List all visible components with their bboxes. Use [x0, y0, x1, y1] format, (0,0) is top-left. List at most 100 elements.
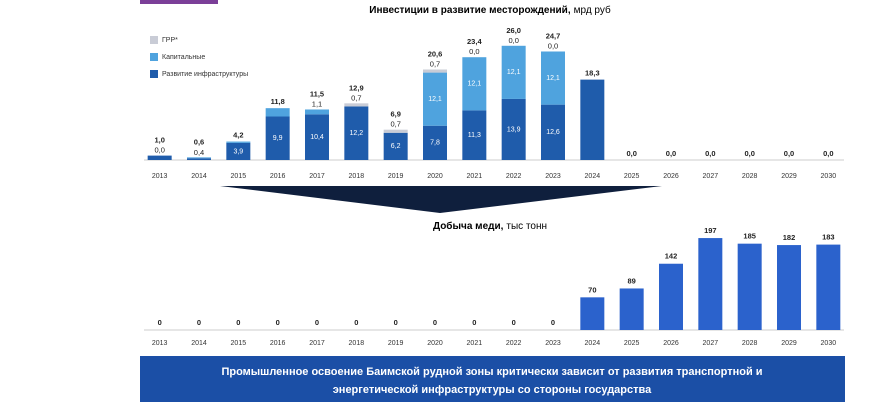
x-tick-label: 2017 — [309, 340, 325, 347]
value-label: 142 — [665, 252, 678, 261]
segment-label: 12,1 — [546, 75, 560, 82]
banner-line: энергетической инфраструктуры со стороны… — [333, 384, 652, 396]
x-tick-label: 2022 — [506, 340, 522, 347]
legend-swatch — [150, 36, 158, 44]
segment-label: 12,1 — [468, 81, 482, 88]
title-main: Добыча меди, — [433, 220, 504, 232]
segment-label: 0,0 — [154, 146, 164, 155]
bar — [580, 297, 605, 330]
x-tick-label: 2017 — [309, 173, 325, 180]
bar-segment — [383, 132, 408, 160]
bar-segment — [344, 106, 369, 160]
value-label: 182 — [783, 233, 796, 242]
total-label: 0,0 — [744, 149, 754, 158]
accent-bar — [140, 0, 218, 4]
total-label: 4,2 — [233, 131, 243, 140]
bar — [737, 243, 762, 330]
x-tick-label: 2024 — [585, 340, 601, 347]
value-label: 183 — [822, 233, 835, 242]
bar-segment — [265, 116, 290, 160]
value-label: 197 — [704, 226, 717, 235]
arrow — [220, 186, 662, 213]
bar-segment — [541, 104, 565, 160]
x-tick-label: 2020 — [427, 340, 443, 347]
bar — [777, 245, 801, 330]
bar-segment — [344, 103, 369, 107]
title-main: Инвестиции в развитие месторождений, — [369, 5, 571, 16]
total-label: 1,0 — [154, 136, 164, 145]
segment-label: 13,9 — [507, 126, 521, 133]
x-tick-label: 2018 — [349, 173, 365, 180]
segment-label: 12,1 — [428, 96, 442, 103]
bar-segment — [226, 142, 251, 160]
bar-segment — [462, 110, 487, 160]
segment-label: 0,7 — [430, 59, 440, 68]
bar — [698, 238, 723, 330]
x-tick-label: 2026 — [663, 173, 679, 180]
total-label: 26,0 — [506, 26, 521, 35]
bar-segment — [462, 57, 487, 111]
segment-label: 6,2 — [391, 143, 401, 150]
x-tick-label: 2030 — [821, 173, 837, 180]
total-label: 0,6 — [194, 137, 204, 146]
segment-label: 3,9 — [233, 148, 243, 155]
segment-label: 12,2 — [350, 130, 364, 137]
value-label: 0 — [433, 318, 437, 327]
x-tick-label: 2015 — [231, 340, 247, 347]
value-label: 185 — [743, 232, 756, 241]
x-tick-label: 2028 — [742, 173, 758, 180]
x-tick-label: 2027 — [703, 340, 719, 347]
value-label: 0 — [472, 318, 476, 327]
bar-segment — [423, 72, 447, 126]
segment-label: 0,4 — [194, 148, 204, 157]
value-label: 0 — [276, 318, 280, 327]
total-label: 23,4 — [467, 37, 482, 46]
legend-label: Развитие инфраструктуры — [162, 71, 248, 78]
x-tick-label: 2029 — [781, 340, 797, 347]
x-tick-label: 2026 — [663, 340, 679, 347]
x-tick-label: 2023 — [545, 340, 561, 347]
value-label: 89 — [627, 276, 635, 285]
bar-segment — [383, 129, 408, 133]
x-tick-label: 2027 — [703, 173, 719, 180]
x-tick-label: 2019 — [388, 173, 404, 180]
bar-segment — [423, 69, 447, 73]
x-tick-label: 2013 — [152, 340, 168, 347]
value-label: 0 — [551, 318, 555, 327]
x-tick-label: 2028 — [742, 340, 758, 347]
segment-label: 0,0 — [469, 47, 479, 56]
segment-label: 12,1 — [507, 69, 521, 76]
x-tick-label: 2021 — [467, 340, 483, 347]
x-tick-label: 2016 — [270, 173, 286, 180]
value-label: 0 — [394, 318, 398, 327]
segment-label: 0,7 — [351, 93, 361, 102]
total-label: 0,0 — [823, 149, 833, 158]
x-tick-label: 2025 — [624, 340, 640, 347]
total-label: 0,0 — [784, 149, 794, 158]
legend-swatch — [150, 53, 158, 61]
value-label: 70 — [588, 285, 596, 294]
title-units: мрд руб — [574, 4, 611, 16]
total-label: 0,0 — [705, 149, 715, 158]
segment-label: 10,4 — [310, 134, 324, 141]
bar-segment — [501, 98, 526, 160]
x-tick-label: 2016 — [270, 340, 286, 347]
total-label: 11,8 — [271, 97, 285, 106]
x-tick-label: 2029 — [781, 173, 797, 180]
total-label: 20,6 — [428, 49, 443, 58]
x-tick-label: 2030 — [821, 340, 837, 347]
bar-segment — [580, 79, 605, 160]
total-label: 0,0 — [626, 149, 636, 158]
value-label: 0 — [315, 318, 319, 327]
x-tick-label: 2019 — [388, 340, 404, 347]
x-tick-label: 2018 — [349, 340, 365, 347]
bar — [659, 263, 683, 330]
total-label: 18,3 — [585, 69, 600, 78]
bar-segment — [501, 45, 526, 99]
banner-box — [140, 356, 845, 402]
total-label: 6,9 — [390, 110, 400, 119]
bar-segment — [305, 114, 329, 160]
value-label: 0 — [512, 318, 516, 327]
title-units: тыс тонн — [506, 221, 547, 232]
